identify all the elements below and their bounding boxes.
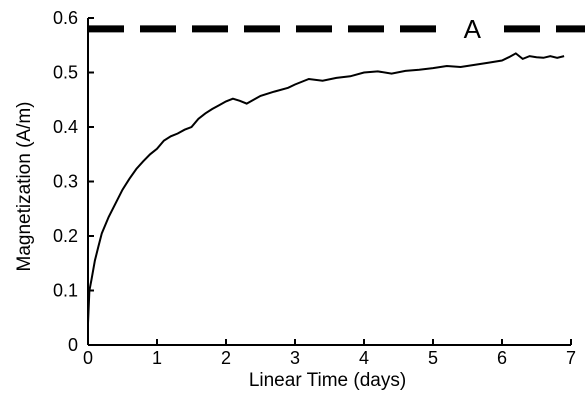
y-tick-label: 0: [68, 335, 78, 355]
y-axis-title: Magnetization (A/m): [14, 101, 35, 271]
reference-label: A: [464, 14, 482, 44]
x-axis-ticks: 0 1 2 3 4 5 6 7: [83, 339, 576, 368]
y-tick-label: 0.6: [53, 8, 78, 28]
x-tick-label: 7: [566, 348, 576, 368]
x-tick-label: 6: [497, 348, 507, 368]
series-line: [87, 52, 565, 324]
x-tick-label: 5: [428, 348, 438, 368]
y-tick-label: 0.3: [53, 172, 78, 192]
x-tick-label: 2: [221, 348, 231, 368]
x-tick-label: 4: [359, 348, 369, 368]
y-tick-label: 0.4: [53, 117, 78, 137]
x-axis-title: Linear Time (days): [249, 370, 406, 391]
y-tick-label: 0.2: [53, 226, 78, 246]
reference-label-background: [448, 14, 497, 43]
y-axis-ticks: 0 0.1 0.2 0.3 0.4 0.5 0.6: [53, 8, 94, 355]
x-tick-label: 0: [83, 348, 93, 368]
y-tick-label: 0.1: [53, 281, 78, 301]
y-tick-label: 0.5: [53, 63, 78, 83]
x-tick-label: 1: [152, 348, 162, 368]
x-tick-label: 3: [290, 348, 300, 368]
plot-frame: [87, 18, 571, 346]
